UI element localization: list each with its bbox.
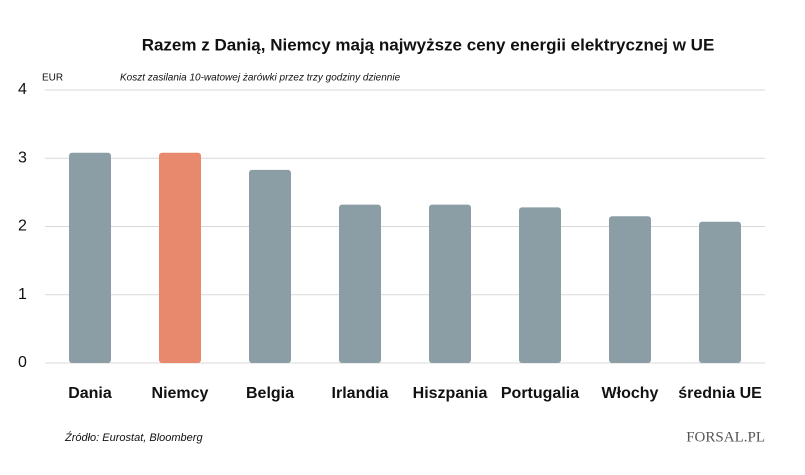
bar: [429, 204, 471, 363]
bar: [339, 204, 381, 363]
bar: [699, 221, 741, 363]
x-tick-label: Dania: [68, 385, 112, 402]
bar: [249, 169, 291, 363]
y-tick-label: 0: [18, 354, 27, 371]
y-tick-label: 1: [18, 286, 27, 303]
y-tick-label: 2: [18, 218, 27, 235]
y-axis-label: EUR: [42, 73, 63, 84]
bar: [69, 152, 111, 363]
logo: FORSAL.PL: [686, 429, 765, 445]
y-tick-label: 3: [18, 149, 27, 166]
x-tick-label: Belgia: [246, 385, 294, 402]
x-tick-label: średnia UE: [678, 385, 762, 402]
x-tick-label: Włochy: [602, 385, 659, 402]
source: Źródło: Eurostat, Bloomberg: [64, 431, 203, 444]
x-tick-label: Portugalia: [501, 385, 579, 402]
x-tick-label: Irlandia: [332, 385, 389, 402]
y-tick-label: 4: [18, 81, 27, 98]
bar: [609, 216, 651, 363]
chart-title: Razem z Danią, Niemcy mają najwyższe cen…: [142, 35, 715, 54]
subtitle: Koszt zasilania 10-watowej żarówki przez…: [120, 73, 401, 84]
x-tick-label: Niemcy: [152, 385, 209, 402]
bar: [159, 152, 201, 363]
bar: [519, 207, 561, 363]
x-tick-label: Hiszpania: [413, 385, 488, 402]
